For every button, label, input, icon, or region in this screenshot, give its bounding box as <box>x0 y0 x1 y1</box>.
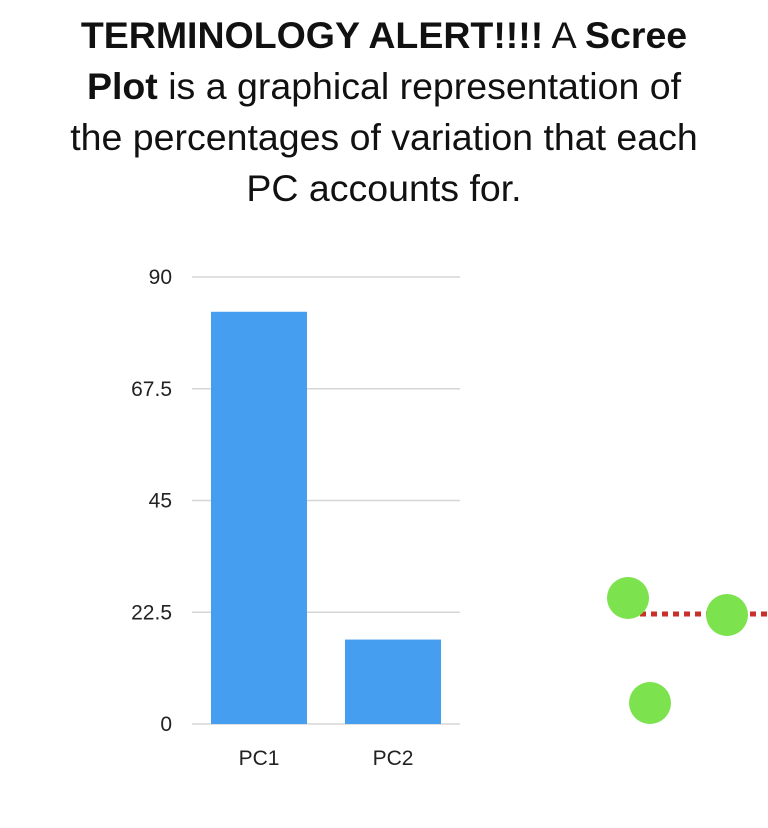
headline-line-2: Plot is a graphical representation of <box>0 61 768 112</box>
x-axis-categories: PC1 PC2 <box>239 747 414 770</box>
headline-line-4: PC accounts for. <box>246 167 522 209</box>
data-point-lower <box>629 682 671 724</box>
y-tick-label: 67.5 <box>131 378 172 401</box>
headline-line-1: TERMINOLOGY ALERT!!!! A Scree <box>0 10 768 61</box>
terminology-alert-label: TERMINOLOGY ALERT!!!! <box>80 14 544 56</box>
y-tick-label: 0 <box>160 713 172 736</box>
y-tick-label: 90 <box>149 266 172 289</box>
bars <box>211 311 441 724</box>
scree-term-part-2: Plot <box>86 65 158 107</box>
y-tick-label: 45 <box>149 490 172 513</box>
headline-connector: A <box>543 14 585 56</box>
y-axis-ticks: 0 22.5 45 67.5 90 <box>131 266 172 736</box>
category-label-pc1: PC1 <box>239 747 280 770</box>
scree-term-part-1: Scree <box>584 14 688 56</box>
headline-line-2-rest: is a graphical representation of <box>157 65 682 107</box>
bar-pc2 <box>345 639 441 724</box>
bar-pc1 <box>211 311 307 724</box>
category-label-pc2: PC2 <box>373 747 414 770</box>
pca-points-figure <box>607 577 768 724</box>
y-tick-label: 22.5 <box>131 601 172 624</box>
headline-line-3: the percentages of variation that each <box>70 116 698 158</box>
data-point-upper-left <box>607 577 649 619</box>
slide-headline: TERMINOLOGY ALERT!!!! A Scree Plot is a … <box>0 10 768 214</box>
data-point-right <box>706 594 748 636</box>
